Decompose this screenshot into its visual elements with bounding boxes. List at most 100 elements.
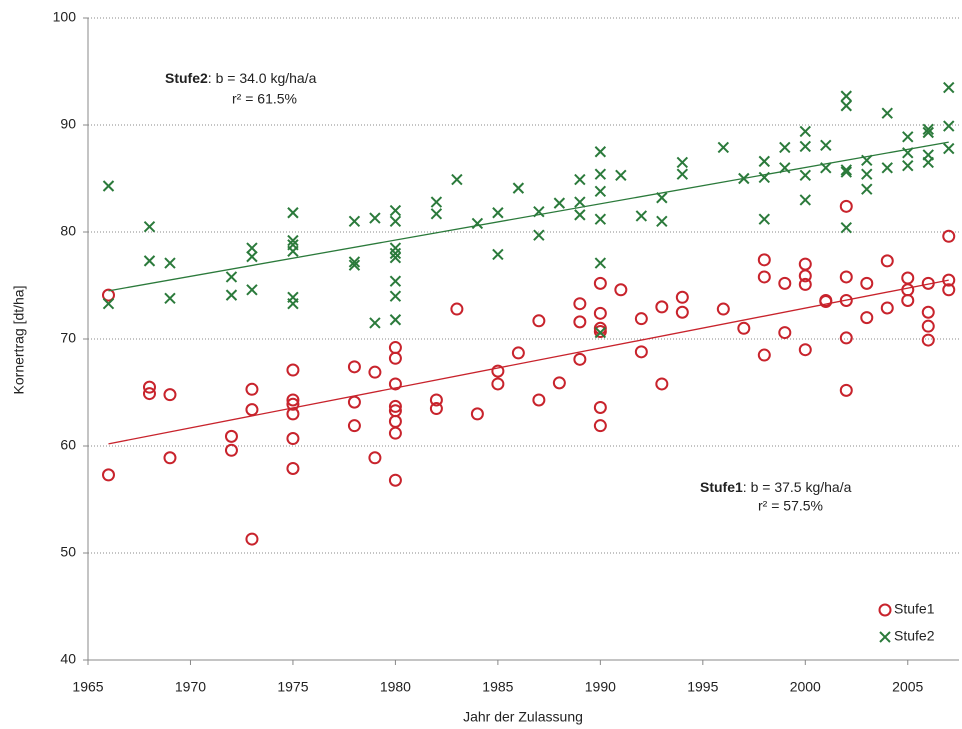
legend-marker xyxy=(878,603,892,617)
point xyxy=(389,204,402,217)
point-stroke xyxy=(902,159,914,172)
y-tick-label: 60 xyxy=(60,437,76,453)
point xyxy=(942,273,956,287)
point xyxy=(798,277,812,291)
point xyxy=(942,229,956,243)
x-tick-label: 2000 xyxy=(790,679,821,695)
point xyxy=(594,146,607,158)
point xyxy=(798,269,812,283)
point xyxy=(430,196,443,208)
point-stroke xyxy=(820,162,832,174)
point xyxy=(840,166,852,178)
point xyxy=(779,162,791,174)
point xyxy=(347,360,361,374)
point xyxy=(757,348,771,362)
annotation-bold: Stufe2 xyxy=(165,70,208,86)
point xyxy=(574,209,586,221)
point-stroke xyxy=(246,242,258,254)
annotation-text: : b = 34.0 kg/ha/a xyxy=(208,70,317,86)
point xyxy=(860,276,874,290)
point-stroke xyxy=(717,141,730,154)
point xyxy=(902,147,914,159)
point xyxy=(348,215,361,228)
point-stroke xyxy=(881,162,893,174)
point xyxy=(471,217,484,230)
point xyxy=(594,213,607,225)
point xyxy=(102,180,115,192)
point-stroke xyxy=(225,271,238,283)
point xyxy=(368,451,382,465)
point-stroke xyxy=(676,168,689,180)
point xyxy=(676,168,689,180)
x-tick-label: 1970 xyxy=(175,679,206,695)
point-stroke xyxy=(840,164,852,176)
point xyxy=(615,169,627,181)
point xyxy=(839,331,853,345)
point xyxy=(532,393,546,407)
point-stroke xyxy=(676,156,689,169)
point xyxy=(634,345,648,359)
point xyxy=(246,284,258,296)
point-stroke xyxy=(471,217,484,230)
point xyxy=(737,321,751,335)
point-stroke xyxy=(430,208,443,220)
point xyxy=(902,159,914,172)
point xyxy=(593,306,607,320)
x-tick-label: 1980 xyxy=(380,679,411,695)
point-stroke xyxy=(574,196,586,208)
point xyxy=(389,314,402,326)
point xyxy=(533,229,545,241)
point xyxy=(532,314,546,328)
point xyxy=(778,276,792,290)
point xyxy=(511,346,525,360)
y-tick-label: 100 xyxy=(53,9,77,25)
point-stroke xyxy=(389,275,402,287)
point-stroke xyxy=(389,215,402,228)
point-stroke xyxy=(574,209,586,221)
point xyxy=(942,283,956,297)
point xyxy=(839,270,853,284)
point-stroke xyxy=(492,207,504,219)
point xyxy=(533,205,545,218)
point xyxy=(246,250,258,263)
point-stroke xyxy=(533,205,545,218)
point xyxy=(758,155,771,168)
point-stroke xyxy=(389,204,402,217)
point-stroke xyxy=(246,250,258,263)
point-stroke xyxy=(246,284,258,296)
point xyxy=(287,234,299,247)
point-stroke xyxy=(799,194,812,206)
point-stroke xyxy=(594,146,607,158)
point-stroke xyxy=(594,257,607,269)
point xyxy=(799,194,812,206)
point xyxy=(369,317,381,329)
y-tick-label: 50 xyxy=(60,544,76,560)
point xyxy=(593,276,607,290)
point xyxy=(573,352,587,366)
point xyxy=(594,168,607,180)
point xyxy=(368,365,382,379)
point xyxy=(757,270,771,284)
point xyxy=(819,295,833,309)
point xyxy=(389,247,402,260)
point xyxy=(758,171,771,184)
point xyxy=(347,419,361,433)
point xyxy=(553,197,566,209)
point-stroke xyxy=(143,220,156,233)
point xyxy=(921,333,935,347)
point xyxy=(881,162,893,174)
point xyxy=(388,414,402,428)
annotation: Stufe1: b = 37.5 kg/ha/a xyxy=(700,479,852,495)
point xyxy=(634,312,648,326)
point xyxy=(286,393,300,407)
point xyxy=(656,192,668,204)
point xyxy=(470,407,484,421)
point xyxy=(901,293,915,307)
point-stroke xyxy=(389,247,402,260)
point-stroke xyxy=(758,155,771,168)
y-tick-label: 90 xyxy=(60,116,76,132)
point-stroke xyxy=(594,213,607,225)
point xyxy=(922,126,934,139)
point xyxy=(922,156,934,169)
point xyxy=(820,139,832,152)
